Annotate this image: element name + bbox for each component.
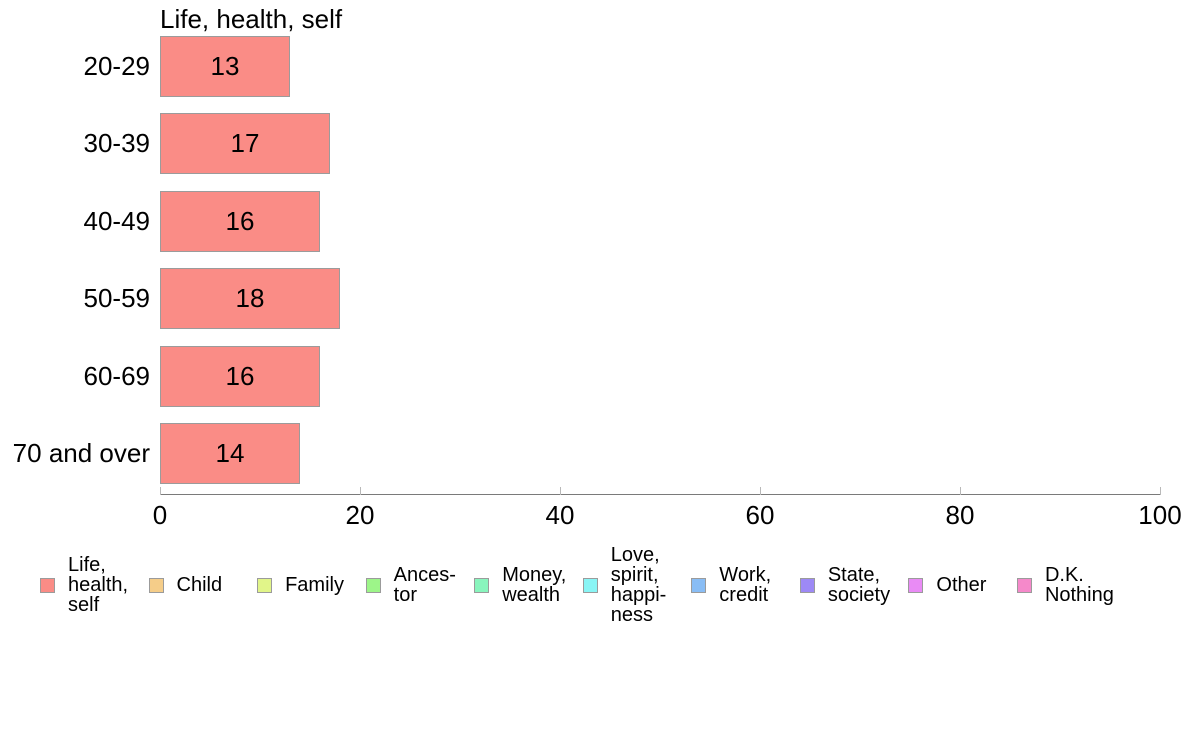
category-label: 70 and over [12,438,150,468]
tick-mark [360,487,361,495]
tick-label: 80 [945,500,975,530]
legend-item: Love, spirit, happi- ness [582,540,667,630]
legend-swatch [799,577,815,593]
bar: 17 [160,113,330,175]
legend-label: Family [285,574,344,596]
legend-label: Life, health, self [68,554,129,616]
legend-label: State, society [827,564,891,606]
bar-value-label: 16 [225,205,255,236]
category-label: 20-29 [83,51,151,81]
chart-title: Life, health, self [160,4,343,34]
bar-row: 20-29 13 [0,36,1188,97]
legend-swatch [1016,577,1032,593]
tick-mark [160,487,161,495]
legend-item: D.K. Nothing [1016,540,1114,630]
bar: 16 [160,345,320,407]
tick-mark [960,487,961,495]
bar: 16 [160,190,320,252]
category-label: 50-59 [83,283,151,314]
legend-label: Ances- tor [393,564,456,606]
legend-label: D.K. Nothing [1044,564,1114,606]
legend-item: Work, credit [691,540,771,630]
bar-value-label: 17 [230,128,260,159]
legend-label: Work, credit [719,564,772,606]
legend-item: Family [257,540,344,630]
legend-swatch [691,577,707,593]
bar: 18 [160,268,340,330]
bar-value-label: 13 [210,51,240,81]
legend-swatch [365,577,381,593]
legend-item: State, society [799,540,891,630]
tick-label: 40 [545,500,575,530]
legend-label: Money, wealth [502,564,567,606]
tick-label: 0 [152,500,168,530]
bar-row: 50-59 18 [0,268,1188,330]
bar-value-label: 18 [235,283,265,314]
bar-value-label: 16 [225,360,255,391]
category-label: 30-39 [83,128,151,159]
bar: 14 [160,423,300,484]
bar-row: 60-69 16 [0,345,1188,407]
tick-mark [1160,487,1161,495]
legend-swatch [40,577,55,593]
tick-mark [560,487,561,495]
legend-item: Other [908,540,986,630]
legend-swatch [148,577,164,593]
bar-row: 30-39 17 [0,113,1188,175]
category-label: 40-49 [83,205,151,236]
legend-label: Love, spirit, happi- ness [610,544,667,626]
legend-item: Ances- tor [365,540,456,630]
category-label: 60-69 [83,360,151,391]
tick-label: 100 [1138,500,1182,530]
legend-item: Life, health, self [40,540,128,630]
bar: 13 [160,36,290,97]
legend-swatch [474,577,490,593]
bar-row: 70 and over 14 [0,423,1188,484]
legend-label: Child [176,574,223,596]
legend-label: Other [936,574,987,596]
tick-mark [760,487,761,495]
bar-row: 40-49 16 [0,190,1188,252]
legend-item: Money, wealth [474,540,566,630]
legend-swatch [257,577,273,593]
tick-label: 20 [345,500,375,530]
x-axis-line [160,494,1161,495]
legend-swatch [908,577,924,593]
legend-item: Child [148,540,223,630]
legend-swatch [582,577,598,593]
bar-value-label: 14 [215,438,245,468]
tick-label: 60 [745,500,775,530]
